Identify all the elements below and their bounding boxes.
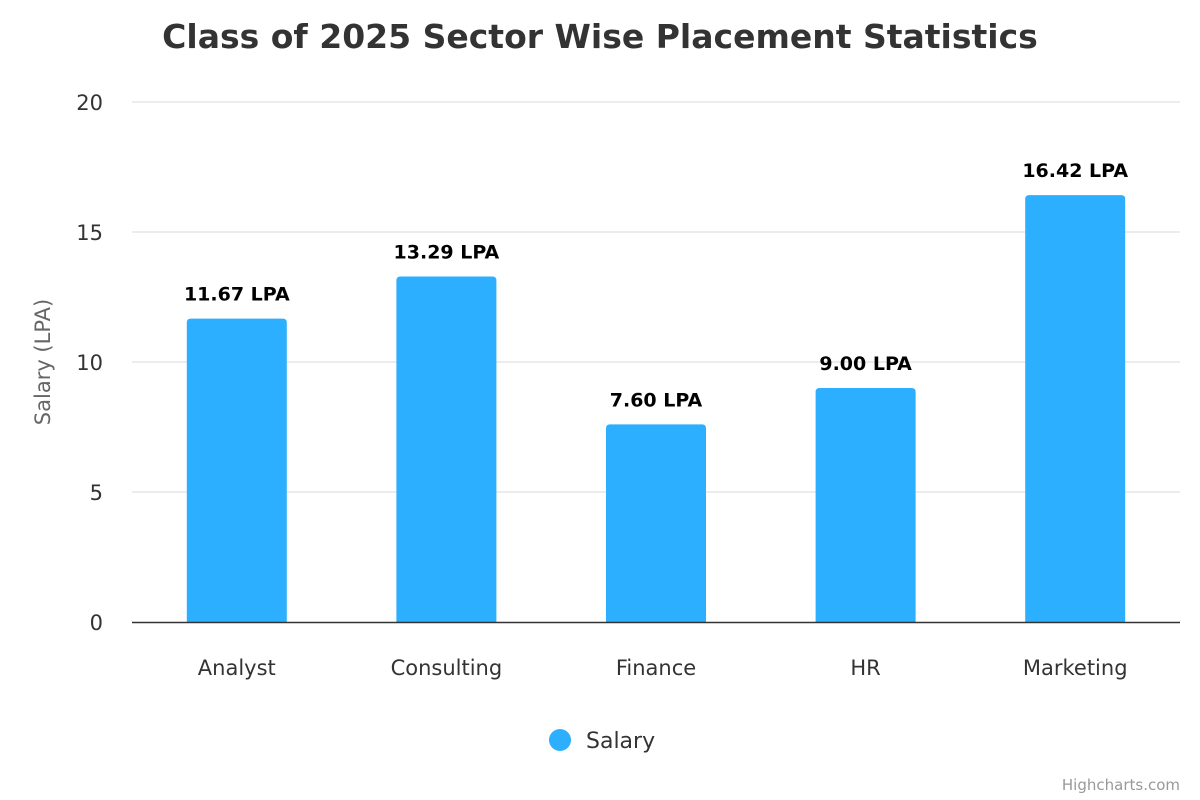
x-tick-label: Consulting — [391, 656, 503, 680]
bar-finance[interactable] — [606, 424, 706, 622]
x-tick-label: Marketing — [1023, 656, 1128, 680]
bar-hr[interactable] — [815, 388, 916, 622]
y-axis-label: Salary (LPA) — [31, 299, 55, 425]
y-tick-label: 20 — [76, 91, 103, 115]
chart-title: Class of 2025 Sector Wise Placement Stat… — [162, 17, 1038, 56]
bar-marketing[interactable] — [1025, 195, 1126, 622]
credits-link[interactable]: Highcharts.com — [1062, 776, 1180, 794]
bar-consulting[interactable] — [396, 276, 497, 622]
data-label: 13.29 LPA — [394, 241, 500, 263]
bar-analyst[interactable] — [186, 318, 287, 622]
data-label: 16.42 LPA — [1022, 160, 1128, 182]
legend-marker — [549, 729, 571, 751]
data-label: 9.00 LPA — [819, 353, 912, 375]
x-tick-label: Finance — [616, 656, 696, 680]
y-tick-label: 15 — [76, 221, 103, 245]
data-label: 11.67 LPA — [184, 284, 290, 306]
legend-label: Salary — [586, 729, 655, 754]
y-tick-label: 10 — [76, 351, 103, 375]
y-tick-label: 0 — [90, 611, 103, 635]
x-tick-label: HR — [850, 656, 880, 680]
x-tick-label: Analyst — [198, 656, 276, 680]
data-label: 7.60 LPA — [610, 389, 703, 411]
y-tick-label: 5 — [90, 481, 103, 505]
legend-item-salary[interactable]: Salary — [549, 729, 655, 754]
